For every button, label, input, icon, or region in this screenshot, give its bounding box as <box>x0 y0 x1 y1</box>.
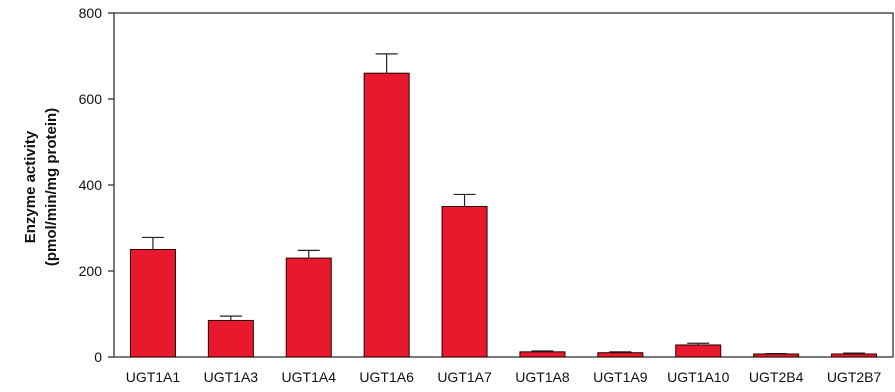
x-tick-label-ugt1a4: UGT1A4 <box>282 369 337 385</box>
x-tick-label-ugt2b7: UGT2B7 <box>827 369 882 385</box>
bar-ugt1a4 <box>285 257 332 358</box>
y-tick-label: 0 <box>94 349 102 365</box>
bar-ugt2b7 <box>831 353 878 358</box>
bar-ugt1a8 <box>519 351 566 358</box>
y-tick-label: 200 <box>79 263 103 279</box>
bar-ugt1a9 <box>597 352 644 358</box>
y-axis-title: Enzyme activity (pmol/min/mg protein) <box>22 108 60 266</box>
x-tick-label-ugt1a6: UGT1A6 <box>359 369 414 385</box>
y-axis-title-line1: Enzyme activity <box>22 130 39 243</box>
x-tick-label-ugt1a1: UGT1A1 <box>126 369 181 385</box>
bar-ugt1a1 <box>129 249 176 358</box>
x-tick-label-ugt1a8: UGT1A8 <box>515 369 570 385</box>
y-tick-label: 800 <box>79 5 103 21</box>
y-tick-label: 400 <box>79 177 103 193</box>
bar-ugt2b4 <box>753 353 800 358</box>
bar-ugt1a6 <box>363 72 410 358</box>
x-tick-label-ugt1a9: UGT1A9 <box>593 369 648 385</box>
y-axis-title-line2: (pmol/min/mg protein) <box>43 108 60 266</box>
plot-frame <box>113 12 894 358</box>
bar-ugt1a3 <box>207 319 254 358</box>
bar-ugt1a10 <box>675 344 722 358</box>
bar-ugt1a7 <box>441 206 488 358</box>
x-tick-label-ugt1a3: UGT1A3 <box>204 369 259 385</box>
x-tick-label-ugt1a10: UGT1A10 <box>667 369 729 385</box>
x-tick-label-ugt2b4: UGT2B4 <box>749 369 804 385</box>
x-tick-label-ugt1a7: UGT1A7 <box>437 369 492 385</box>
y-tick-label: 600 <box>79 91 103 107</box>
